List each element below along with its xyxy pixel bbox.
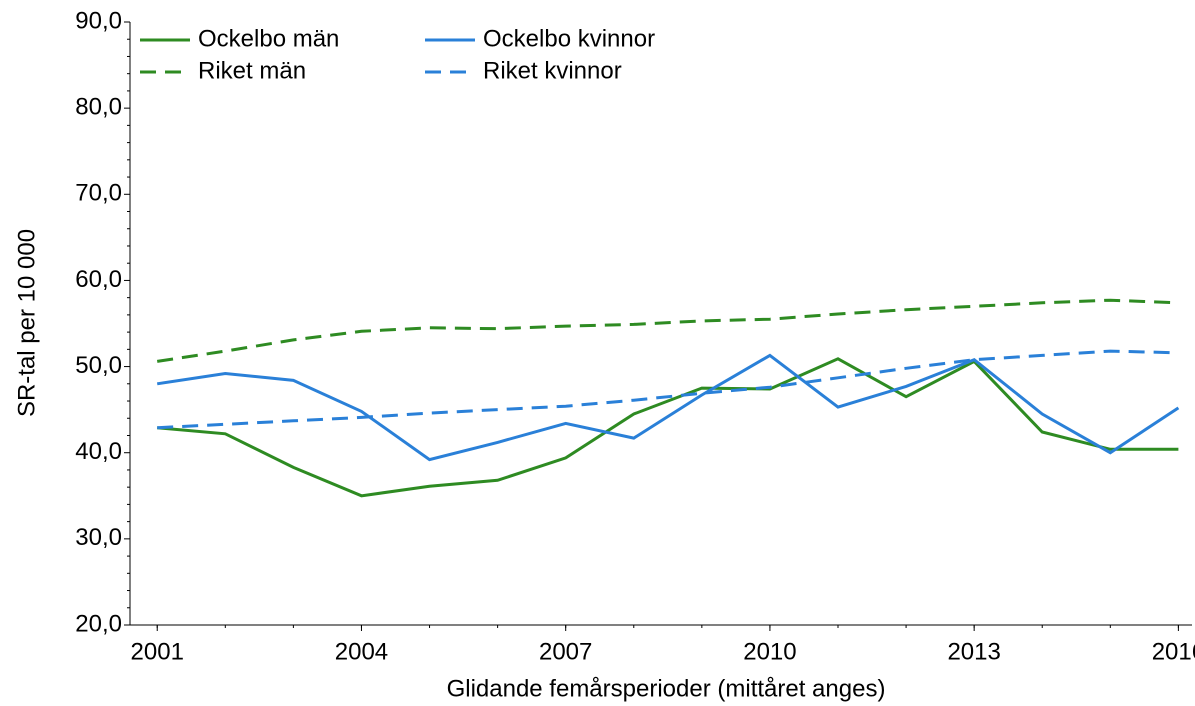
y-tick-label: 30,0 bbox=[75, 524, 122, 551]
x-tick-label: 2010 bbox=[743, 638, 796, 665]
x-axis-title: Glidande femårsperioder (mittåret anges) bbox=[447, 675, 886, 702]
y-tick-label: 60,0 bbox=[75, 266, 122, 293]
data-line bbox=[157, 357, 1179, 498]
legend-label: Ockelbo män bbox=[198, 25, 339, 52]
x-tick-label: 2013 bbox=[947, 638, 1000, 665]
legend-label: Riket kvinnor bbox=[483, 57, 622, 84]
data-line bbox=[156, 298, 1179, 363]
x-tick-label: 2016 bbox=[1152, 638, 1195, 665]
y-tick-label: 20,0 bbox=[75, 610, 122, 637]
data-line bbox=[156, 353, 1180, 462]
y-tick-label: 80,0 bbox=[75, 93, 122, 120]
y-tick-label: 70,0 bbox=[75, 180, 122, 207]
legend-label: Ockelbo kvinnor bbox=[483, 25, 655, 52]
y-tick-label: 50,0 bbox=[75, 352, 122, 379]
x-tick-label: 2007 bbox=[539, 638, 592, 665]
y-tick-label: 40,0 bbox=[75, 438, 122, 465]
x-tick-label: 2001 bbox=[131, 638, 184, 665]
y-axis-title: SR-tal per 10 000 bbox=[13, 229, 40, 417]
x-tick-label: 2004 bbox=[335, 638, 388, 665]
y-tick-label: 90,0 bbox=[75, 7, 122, 34]
data-line bbox=[157, 349, 1179, 430]
legend-label: Riket män bbox=[198, 57, 306, 84]
